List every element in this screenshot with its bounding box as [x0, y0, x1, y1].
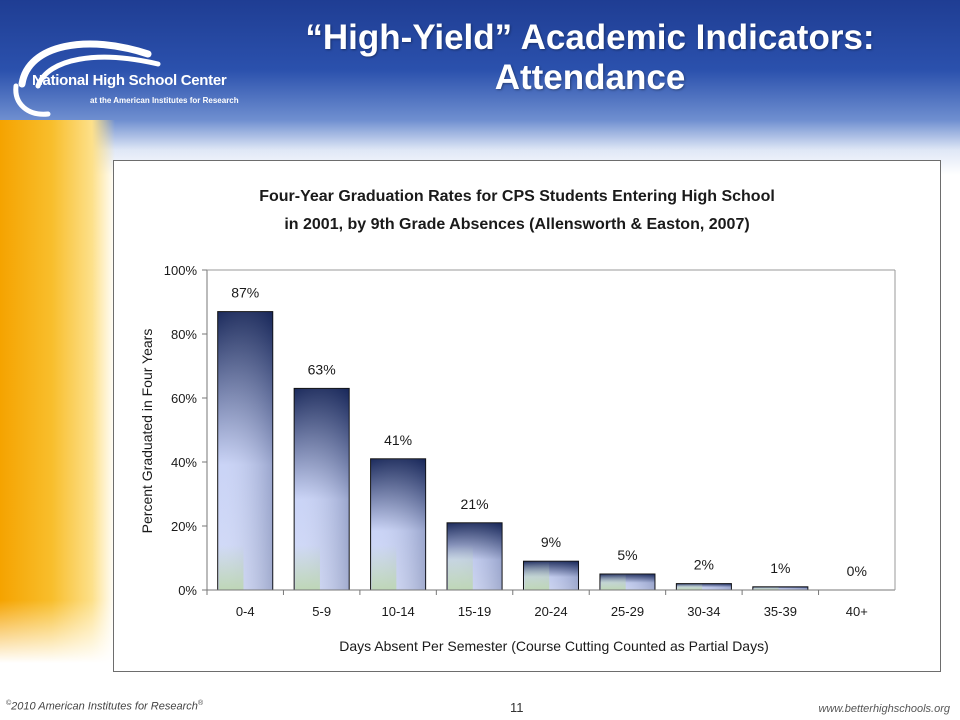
bar-base-tint	[218, 545, 244, 590]
y-tick-label: 60%	[171, 391, 197, 406]
bar-shading	[752, 586, 808, 590]
x-tick-label: 30-34	[687, 604, 720, 619]
chart-panel: Four-Year Graduation Rates for CPS Stude…	[113, 160, 941, 672]
bar-data-label: 9%	[541, 534, 561, 550]
x-axis-title: Days Absent Per Semester (Course Cutting…	[339, 638, 769, 654]
x-tick-label: 0-4	[236, 604, 255, 619]
bar-base-tint	[295, 545, 320, 590]
bar-base-tint	[677, 583, 703, 590]
registered-mark: ®	[197, 700, 204, 707]
bar-base-tint	[448, 545, 473, 590]
bar-data-label: 21%	[461, 496, 489, 512]
x-tick-label: 10-14	[381, 604, 414, 619]
x-tick-label: 20-24	[534, 604, 567, 619]
slide-title-line-2: Attendance	[494, 58, 686, 97]
y-tick-label: 40%	[171, 455, 197, 470]
bar-data-label: 0%	[847, 563, 867, 579]
bar-data-label: 5%	[617, 547, 637, 563]
slide-title-line-1: “High-Yield” Academic Indicators:	[305, 18, 875, 57]
logo-subtitle: at the American Institutes for Research	[90, 96, 239, 105]
y-axis: 0% 20% 40% 60% 80% 100%	[164, 263, 207, 598]
y-tick-label: 0%	[178, 583, 197, 598]
chart-title-line-1: Four-Year Graduation Rates for CPS Stude…	[259, 188, 775, 205]
bar-shading	[217, 311, 273, 590]
bar-data-label: 87%	[231, 285, 259, 301]
y-tick-label: 20%	[171, 519, 197, 534]
y-axis-title: Percent Graduated in Four Years	[139, 329, 155, 534]
x-tick-label: 35-39	[764, 604, 797, 619]
bar-shading	[676, 583, 732, 590]
copyright-mark: ©	[6, 700, 12, 707]
bar-data-label: 41%	[384, 432, 412, 448]
y-tick-label: 100%	[164, 263, 198, 278]
x-tick-label: 5-9	[312, 604, 331, 619]
logo-swoosh-icon	[13, 40, 161, 117]
chart-title-line-2: in 2001, by 9th Grade Absences (Allenswo…	[284, 216, 749, 233]
page-number: 11	[510, 700, 524, 715]
x-tick-label: 25-29	[611, 604, 644, 619]
bar-chart: Four-Year Graduation Rates for CPS Stude…	[139, 188, 896, 654]
bar-base-tint	[600, 574, 626, 590]
x-tick-label: 40+	[846, 604, 868, 619]
logo-name: National High School Center	[32, 72, 227, 89]
footer-copyright: ©2010 American Institutes for Research®	[6, 700, 203, 713]
bar-base-tint	[524, 561, 550, 590]
copyright-text: 2010 American Institutes for Research	[11, 700, 198, 713]
bar-series: 87% 63% 41% 21% 9% 5% 2% 1% 0%	[217, 285, 867, 591]
bar-data-label: 2%	[694, 557, 714, 573]
bar-data-label: 1%	[770, 560, 790, 576]
bar-data-label: 63%	[308, 361, 336, 377]
y-tick-label: 80%	[171, 327, 197, 342]
gold-swash-decoration	[0, 120, 115, 680]
x-tick-label: 15-19	[458, 604, 491, 619]
footer-url: www.betterhighschools.org	[818, 703, 950, 715]
bar-base-tint	[371, 545, 397, 590]
x-axis: 0-4 5-9 10-14 15-19 20-24 25-29 30-34 35-39 40+	[206, 590, 868, 619]
slide-title: “High-Yield” Academic Indicators: Attend…	[270, 18, 910, 98]
bar-base-tint	[753, 586, 779, 590]
